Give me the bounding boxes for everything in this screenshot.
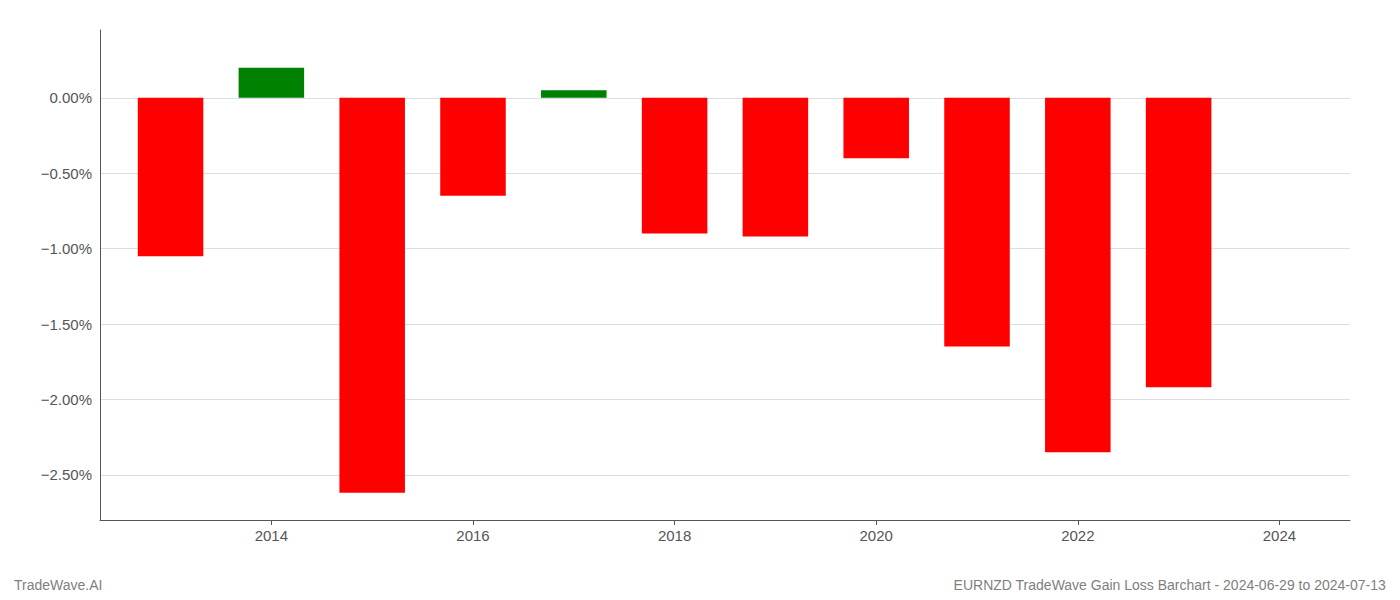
svg-text:2024: 2024 xyxy=(1263,527,1296,544)
svg-text:−1.00%: −1.00% xyxy=(41,240,92,257)
svg-text:−1.50%: −1.50% xyxy=(41,316,92,333)
svg-text:2014: 2014 xyxy=(255,527,288,544)
svg-text:TradeWave.AI: TradeWave.AI xyxy=(14,577,102,593)
svg-text:EURNZD TradeWave Gain Loss Bar: EURNZD TradeWave Gain Loss Barchart - 20… xyxy=(954,577,1386,593)
svg-text:−0.50%: −0.50% xyxy=(41,165,92,182)
svg-text:2016: 2016 xyxy=(456,527,489,544)
svg-text:2018: 2018 xyxy=(658,527,691,544)
svg-text:0.00%: 0.00% xyxy=(49,89,92,106)
svg-text:−2.00%: −2.00% xyxy=(41,391,92,408)
svg-text:2022: 2022 xyxy=(1061,527,1094,544)
svg-text:2020: 2020 xyxy=(860,527,893,544)
svg-text:−2.50%: −2.50% xyxy=(41,466,92,483)
